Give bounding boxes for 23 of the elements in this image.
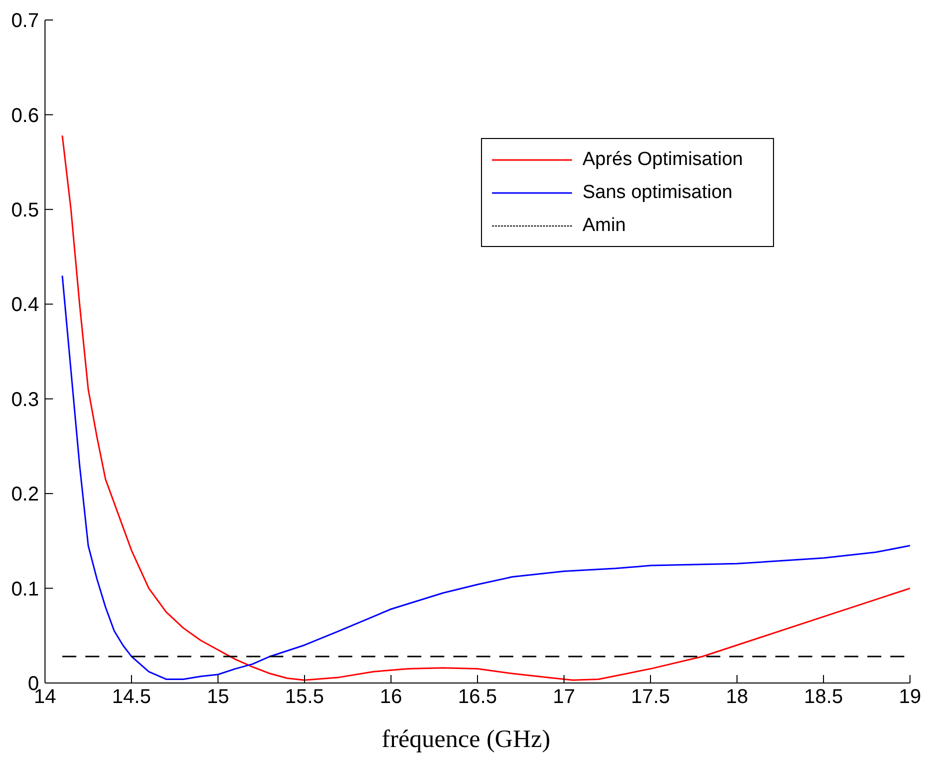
legend-label: Aprés Optimisation <box>582 148 743 170</box>
x-tick-label: 15.5 <box>285 686 324 708</box>
x-tick-label: 15 <box>206 686 230 708</box>
line-series <box>62 134 910 681</box>
x-tick-label: 16 <box>380 686 402 708</box>
line-series <box>62 274 910 680</box>
x-tick-label: 18 <box>726 686 748 708</box>
y-tick-label: 0.4 <box>11 294 39 316</box>
y-tick-label: 0.3 <box>11 388 39 411</box>
y-tick-label: 0.7 <box>11 10 39 32</box>
y-tick-label: 0.5 <box>11 200 39 222</box>
x-axis-title: fréquence (GHz) <box>380 726 552 754</box>
legend-label: Sans optimisation <box>582 182 732 204</box>
x-tick-label: 18.5 <box>804 686 843 708</box>
x-tick-label: 19 <box>898 686 922 708</box>
y-tick-label: 0.6 <box>11 104 39 127</box>
x-tick-label: 17 <box>552 686 576 708</box>
x-tick-label: 16.5 <box>458 686 497 708</box>
x-tick-label: 14.5 <box>112 686 151 708</box>
x-tick-label: 17.5 <box>631 686 670 708</box>
legend-label: Amin <box>582 214 626 236</box>
y-tick-label: 0.1 <box>11 578 39 600</box>
y-tick-label: 0.2 <box>11 484 39 506</box>
